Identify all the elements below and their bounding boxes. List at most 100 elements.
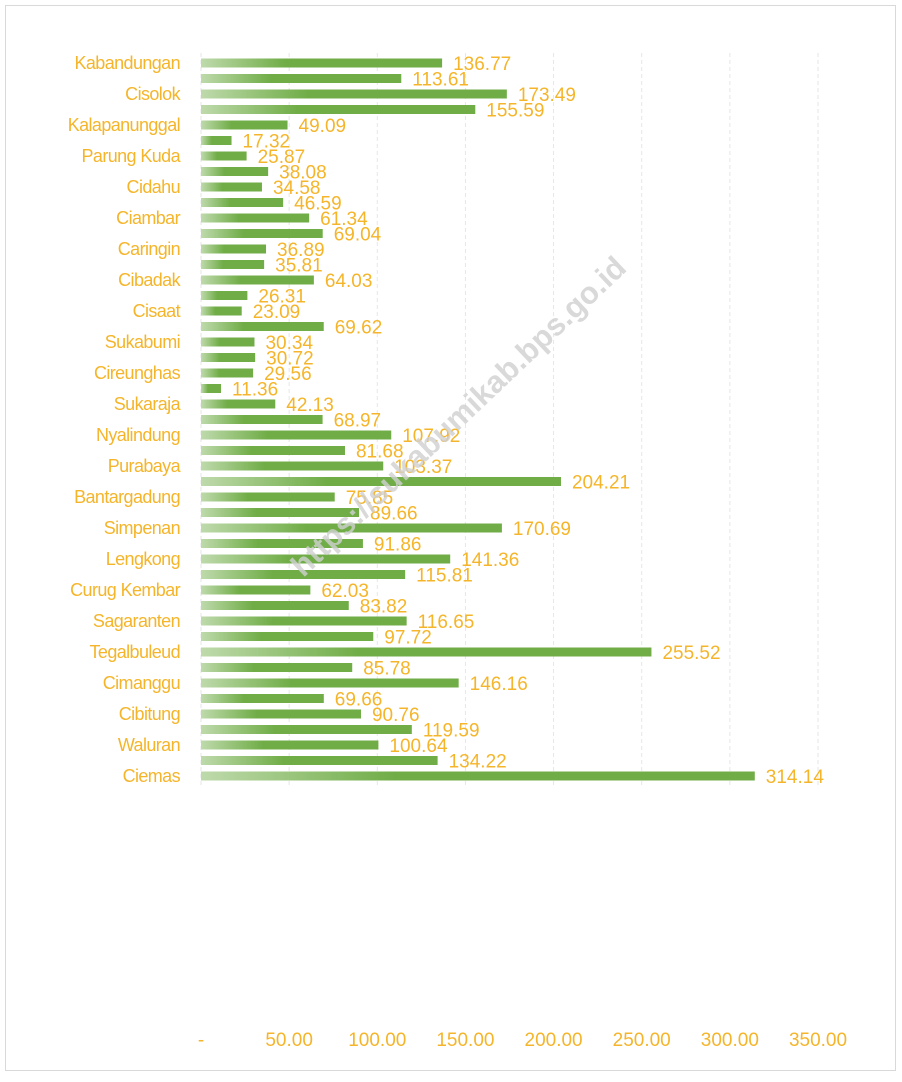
bar-shine bbox=[201, 58, 443, 68]
bar-shine bbox=[201, 198, 284, 207]
value-label: 113.61 bbox=[412, 70, 469, 91]
y-tick-label: Simpenan bbox=[104, 518, 180, 538]
bar-shine bbox=[201, 384, 222, 393]
bar-shine bbox=[201, 678, 459, 688]
value-label: 69.66 bbox=[335, 690, 383, 711]
y-tick-label: Cibadak bbox=[118, 270, 181, 290]
value-label: 136.77 bbox=[453, 54, 511, 75]
y-tick-label: Nyalindung bbox=[96, 425, 180, 445]
bar-shine bbox=[201, 539, 363, 548]
bar-shine bbox=[201, 554, 451, 564]
bar-shine bbox=[201, 647, 652, 657]
value-label: 30.34 bbox=[265, 333, 313, 354]
value-label: 75.85 bbox=[346, 488, 394, 509]
x-tick-label: 250.00 bbox=[613, 1030, 671, 1051]
value-label: 36.89 bbox=[277, 240, 325, 261]
value-label: 35.81 bbox=[275, 256, 323, 277]
bar-shine bbox=[201, 213, 310, 223]
y-tick-label: Sukabumi bbox=[105, 332, 180, 352]
y-tick-label: Cireunghas bbox=[94, 363, 181, 383]
bar-shine bbox=[201, 337, 255, 347]
x-tick-label: 200.00 bbox=[525, 1030, 583, 1051]
value-label: 69.62 bbox=[335, 318, 383, 339]
bar-shine bbox=[201, 120, 288, 130]
value-label: 97.72 bbox=[384, 628, 432, 649]
bar-shine bbox=[201, 694, 324, 703]
bar-shine bbox=[201, 244, 267, 254]
y-tick-label: Cimanggu bbox=[103, 673, 180, 693]
value-label: 91.86 bbox=[374, 535, 422, 556]
bar-shine bbox=[201, 756, 438, 765]
value-label: 204.21 bbox=[572, 473, 630, 494]
value-label: 25.87 bbox=[258, 147, 306, 168]
value-label: 62.03 bbox=[321, 581, 369, 602]
value-label: 85.78 bbox=[363, 659, 411, 680]
bar-shine bbox=[201, 74, 402, 83]
value-label: 83.82 bbox=[360, 597, 408, 618]
bar-shine bbox=[201, 446, 345, 455]
y-tick-label: Cidahu bbox=[127, 177, 180, 197]
bar-shine bbox=[201, 523, 502, 533]
bar-shine bbox=[201, 740, 379, 750]
y-tick-label: Sagaranten bbox=[93, 611, 180, 631]
bar-shine bbox=[201, 89, 507, 99]
y-tick-label: Kalapanunggal bbox=[68, 115, 180, 135]
bar-shine bbox=[201, 322, 324, 331]
x-tick-label: 100.00 bbox=[348, 1030, 406, 1051]
bar-shine bbox=[201, 508, 360, 517]
y-tick-label: Cibitung bbox=[119, 704, 180, 724]
y-tick-label: Ciambar bbox=[116, 208, 180, 228]
value-label: 170.69 bbox=[513, 519, 571, 540]
bar-shine bbox=[201, 399, 276, 409]
value-label: 29.56 bbox=[264, 364, 312, 385]
value-label: 38.08 bbox=[279, 163, 327, 184]
bar-shine bbox=[201, 275, 314, 285]
value-label: 26.31 bbox=[258, 287, 306, 308]
bar-shine bbox=[201, 306, 242, 316]
value-label: 146.16 bbox=[470, 674, 528, 695]
bar-shine bbox=[201, 151, 247, 161]
value-label: 314.14 bbox=[766, 767, 825, 788]
value-label: 64.03 bbox=[325, 271, 373, 292]
value-label: 100.64 bbox=[389, 736, 448, 757]
y-tick-label: Waluran bbox=[118, 735, 180, 755]
bar-shine bbox=[201, 477, 561, 486]
value-label: 103.37 bbox=[394, 457, 452, 478]
bar-shine bbox=[201, 229, 323, 238]
value-label: 23.09 bbox=[253, 302, 301, 323]
y-tick-label: Ciemas bbox=[123, 766, 181, 786]
y-tick-label: Tegalbuleud bbox=[90, 642, 180, 662]
value-label: 173.49 bbox=[518, 85, 576, 106]
chart-border bbox=[5, 5, 896, 1071]
bar-shine bbox=[201, 585, 311, 595]
bar-shine bbox=[201, 616, 407, 626]
x-tick-label: 150.00 bbox=[436, 1030, 494, 1051]
value-label: 81.68 bbox=[356, 442, 404, 463]
value-label: 134.22 bbox=[449, 752, 507, 773]
bar-shine bbox=[201, 167, 269, 176]
bar-shine bbox=[201, 353, 256, 362]
bar-shine bbox=[201, 105, 476, 114]
value-label: 90.76 bbox=[372, 705, 420, 726]
y-tick-label: Lengkong bbox=[106, 549, 180, 569]
y-tick-label: Purabaya bbox=[108, 456, 182, 476]
value-label: 49.09 bbox=[299, 116, 347, 137]
bar-shine bbox=[201, 725, 412, 734]
bar-shine bbox=[201, 368, 254, 378]
value-label: 30.72 bbox=[266, 349, 314, 370]
bar-shine bbox=[201, 601, 349, 610]
value-label: 61.34 bbox=[320, 209, 368, 230]
bar-shine bbox=[201, 461, 384, 471]
bar-shine bbox=[201, 291, 248, 300]
bar-shine bbox=[201, 260, 265, 269]
value-label: 107.92 bbox=[402, 426, 460, 447]
bar-shine bbox=[201, 415, 323, 424]
value-label: 17.32 bbox=[243, 132, 291, 153]
bar-shine bbox=[201, 709, 361, 719]
y-tick-label: Curug Kembar bbox=[70, 580, 180, 600]
value-label: 42.13 bbox=[286, 395, 334, 416]
bar-shine bbox=[201, 663, 353, 672]
value-label: 89.66 bbox=[370, 504, 418, 525]
value-label: 11.36 bbox=[232, 380, 278, 401]
